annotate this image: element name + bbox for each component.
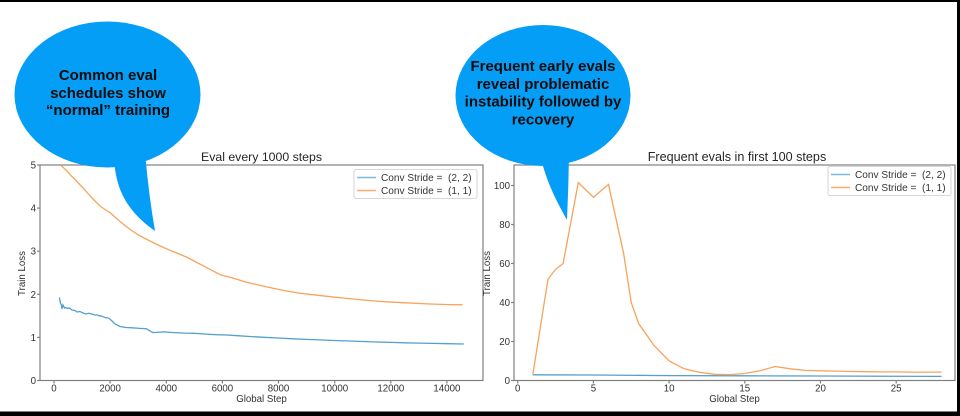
svg-text:recovery: recovery <box>512 111 575 128</box>
svg-text:5: 5 <box>31 161 36 172</box>
svg-text:Eval every 1000 steps: Eval every 1000 steps <box>201 150 322 164</box>
svg-text:10: 10 <box>664 384 675 395</box>
svg-text:6000: 6000 <box>212 384 234 395</box>
svg-text:2: 2 <box>31 290 36 301</box>
svg-text:10000: 10000 <box>321 384 349 395</box>
svg-text:25: 25 <box>891 384 902 395</box>
svg-text:12000: 12000 <box>377 384 405 395</box>
svg-text:15: 15 <box>739 384 750 395</box>
svg-text:reveal problematic: reveal problematic <box>477 76 610 93</box>
svg-text:4000: 4000 <box>156 384 178 395</box>
svg-text:Train Loss: Train Loss <box>482 251 493 296</box>
svg-text:0: 0 <box>51 384 57 395</box>
svg-text:8000: 8000 <box>268 384 290 395</box>
svg-text:4: 4 <box>31 204 37 215</box>
svg-text:5: 5 <box>591 384 596 395</box>
svg-text:Global Step: Global Step <box>709 394 760 405</box>
svg-text:2000: 2000 <box>99 384 121 395</box>
svg-text:Frequent early evals: Frequent early evals <box>470 58 615 75</box>
svg-text:40: 40 <box>499 298 510 309</box>
svg-text:14000: 14000 <box>433 384 461 395</box>
svg-text:100: 100 <box>494 181 511 192</box>
svg-text:0: 0 <box>505 376 511 387</box>
svg-text:80: 80 <box>499 220 510 231</box>
svg-text:Conv Stride = (2, 2): Conv Stride = (2, 2) <box>381 173 472 184</box>
svg-text:20: 20 <box>815 384 826 395</box>
svg-text:3: 3 <box>31 247 36 258</box>
svg-text:Conv Stride = (2, 2): Conv Stride = (2, 2) <box>855 170 946 181</box>
svg-text:1: 1 <box>31 333 36 344</box>
svg-text:60: 60 <box>499 259 510 270</box>
svg-text:schedules show: schedules show <box>50 85 166 102</box>
svg-text:instability followed by: instability followed by <box>465 94 622 111</box>
svg-text:“normal” training: “normal” training <box>46 102 170 119</box>
svg-text:Conv Stride = (1, 1): Conv Stride = (1, 1) <box>855 183 946 194</box>
svg-text:Conv Stride = (1, 1): Conv Stride = (1, 1) <box>381 186 472 197</box>
svg-text:0: 0 <box>31 376 37 387</box>
svg-text:Global Step: Global Step <box>236 394 287 405</box>
svg-text:Common eval: Common eval <box>59 67 157 84</box>
svg-text:20: 20 <box>499 337 510 348</box>
svg-text:0: 0 <box>515 384 521 395</box>
svg-text:Frequent evals in first 100 st: Frequent evals in first 100 steps <box>648 150 827 164</box>
svg-text:Train Loss: Train Loss <box>17 251 28 296</box>
